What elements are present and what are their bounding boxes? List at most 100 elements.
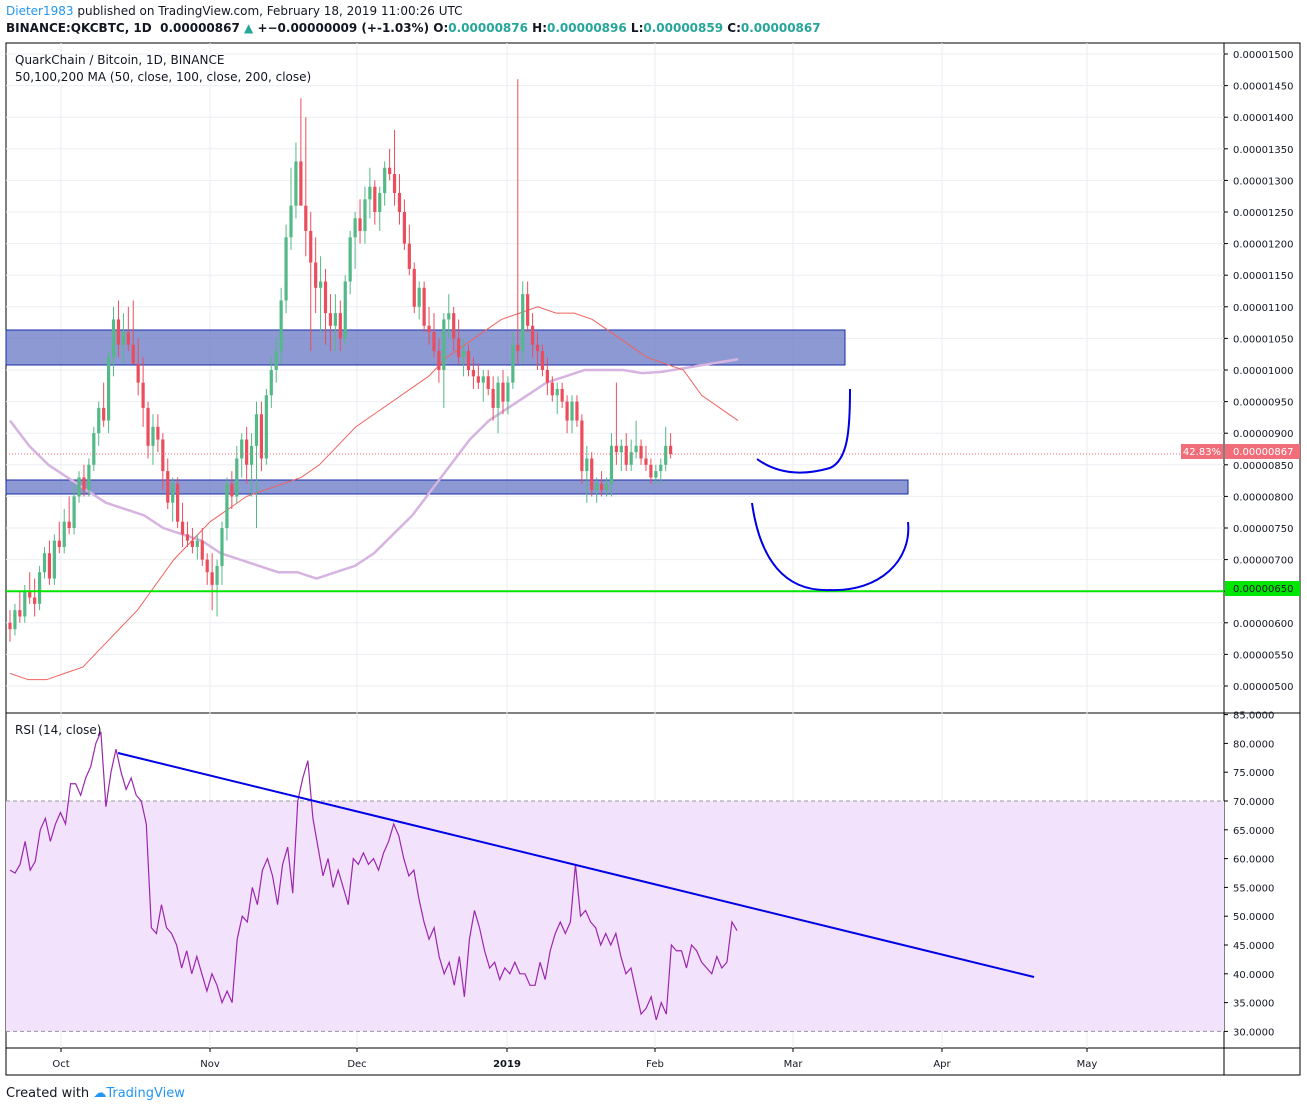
candle-body: [343, 281, 347, 339]
candle-body: [590, 458, 594, 491]
candle-body: [97, 407, 101, 434]
candle-body: [146, 407, 150, 446]
candle-body: [604, 483, 609, 491]
candle-body: [575, 401, 579, 421]
high-value: 0.00000896: [547, 21, 627, 35]
rsi-pane-title[interactable]: RSI (14, close): [15, 723, 101, 737]
candle-body: [33, 597, 37, 604]
resistance-zone[interactable]: [5, 329, 846, 366]
candle-body: [535, 344, 540, 352]
candle-body: [72, 496, 76, 528]
candle-body: [190, 540, 195, 547]
rsi-line: [9, 731, 738, 1021]
candle-body: [37, 572, 42, 604]
candle-body: [166, 471, 170, 503]
candle-body: [195, 540, 199, 547]
publish-info: Dieter1983 published on TradingView.com,…: [6, 4, 463, 18]
low-value: 0.00000859: [643, 21, 724, 35]
candle-body: [447, 313, 451, 320]
candle-body: [397, 193, 402, 212]
price-tick-label: 0.00000850: [1233, 461, 1293, 472]
rsi-tick-label: 40.0000: [1233, 970, 1274, 981]
candle-body: [422, 287, 426, 326]
candle-body: [348, 237, 352, 282]
candle-body: [264, 395, 268, 459]
ma50-line: [9, 306, 739, 681]
candle-body: [62, 521, 66, 547]
high-label: H:: [532, 21, 548, 35]
ma-indicator-label[interactable]: 50,100,200 MA (50, close, 100, close, 20…: [15, 70, 311, 84]
author-link[interactable]: Dieter1983: [6, 4, 74, 18]
cup-drawing-large[interactable]: [751, 502, 910, 592]
price-tick-label: 0.00001350: [1233, 145, 1293, 156]
time-tick-label: 2019: [493, 1059, 521, 1070]
candle-body: [284, 237, 288, 301]
candle-body: [210, 572, 214, 585]
candle-body: [530, 325, 535, 345]
candle-body: [595, 483, 599, 491]
candle-body: [373, 186, 377, 212]
candle-body: [102, 407, 106, 421]
candles: [8, 79, 673, 642]
candle-body: [13, 610, 17, 630]
candle-body: [402, 212, 406, 244]
candle-body: [392, 174, 397, 194]
candle-body: [131, 344, 135, 364]
candle-body: [82, 477, 86, 491]
candle-body: [42, 553, 47, 573]
price-tick-label: 0.00000550: [1233, 650, 1293, 661]
created-with-text: Created with: [6, 1086, 90, 1101]
candle-body: [254, 414, 259, 446]
candle-body: [471, 370, 476, 377]
candle-body: [501, 382, 505, 402]
rsi-tick-label: 65.0000: [1233, 826, 1274, 837]
rsi-tick-label: 30.0000: [1233, 1027, 1274, 1038]
candle-body: [274, 351, 278, 370]
candle-body: [328, 313, 333, 326]
price-tick-label: 0.00001150: [1233, 271, 1293, 282]
candle-body: [417, 287, 421, 307]
candle-body: [516, 344, 520, 352]
tradingview-brand[interactable]: TradingView: [106, 1086, 185, 1101]
candle-body: [427, 325, 431, 333]
support-price-tag-label: 0.00000650: [1233, 584, 1293, 595]
candle-body: [452, 313, 456, 339]
candle-body: [116, 319, 121, 345]
candle-body: [521, 294, 525, 352]
candle-body: [649, 464, 653, 478]
candle-body: [57, 540, 61, 547]
open-value: 0.00000876: [448, 21, 528, 35]
candle-body: [654, 471, 658, 478]
price-tick-label: 0.00000500: [1233, 682, 1293, 693]
candle-body: [664, 445, 668, 465]
candle-body: [407, 243, 411, 269]
candle-body: [176, 483, 180, 522]
price-tick-label: 0.00000750: [1233, 524, 1293, 535]
candle-body: [600, 483, 604, 491]
candle-body: [486, 376, 490, 389]
candle-body: [87, 464, 91, 491]
candle-body: [585, 458, 589, 472]
candle-body: [412, 268, 416, 307]
candle-body: [338, 313, 342, 339]
price-tick-label: 0.00000800: [1233, 492, 1293, 503]
support-zone[interactable]: [5, 479, 909, 495]
price-tick-label: 0.00001300: [1233, 176, 1293, 187]
chart-frame: [5, 42, 1301, 1076]
rsi-trendline[interactable]: [117, 752, 1035, 978]
price-tick-label: 0.00001100: [1233, 303, 1293, 314]
candle-body: [526, 294, 530, 326]
candle-body: [269, 370, 273, 396]
candle-body: [466, 351, 471, 370]
price-tick-label: 0.00000600: [1233, 619, 1293, 630]
time-axis: Oct Nov Dec 2019 Feb Mar Apr May: [52, 1048, 1097, 1070]
candle-body: [107, 357, 111, 421]
cup-drawing-small[interactable]: [756, 388, 851, 474]
price-axis: 0.00001500 0.00001450 0.00001400 0.00001350…: [1224, 50, 1293, 693]
candle-body: [28, 591, 32, 598]
time-tick-label: Nov: [200, 1059, 220, 1070]
candle-body: [476, 376, 480, 383]
candle-body: [457, 338, 461, 358]
candle-body: [18, 610, 22, 617]
